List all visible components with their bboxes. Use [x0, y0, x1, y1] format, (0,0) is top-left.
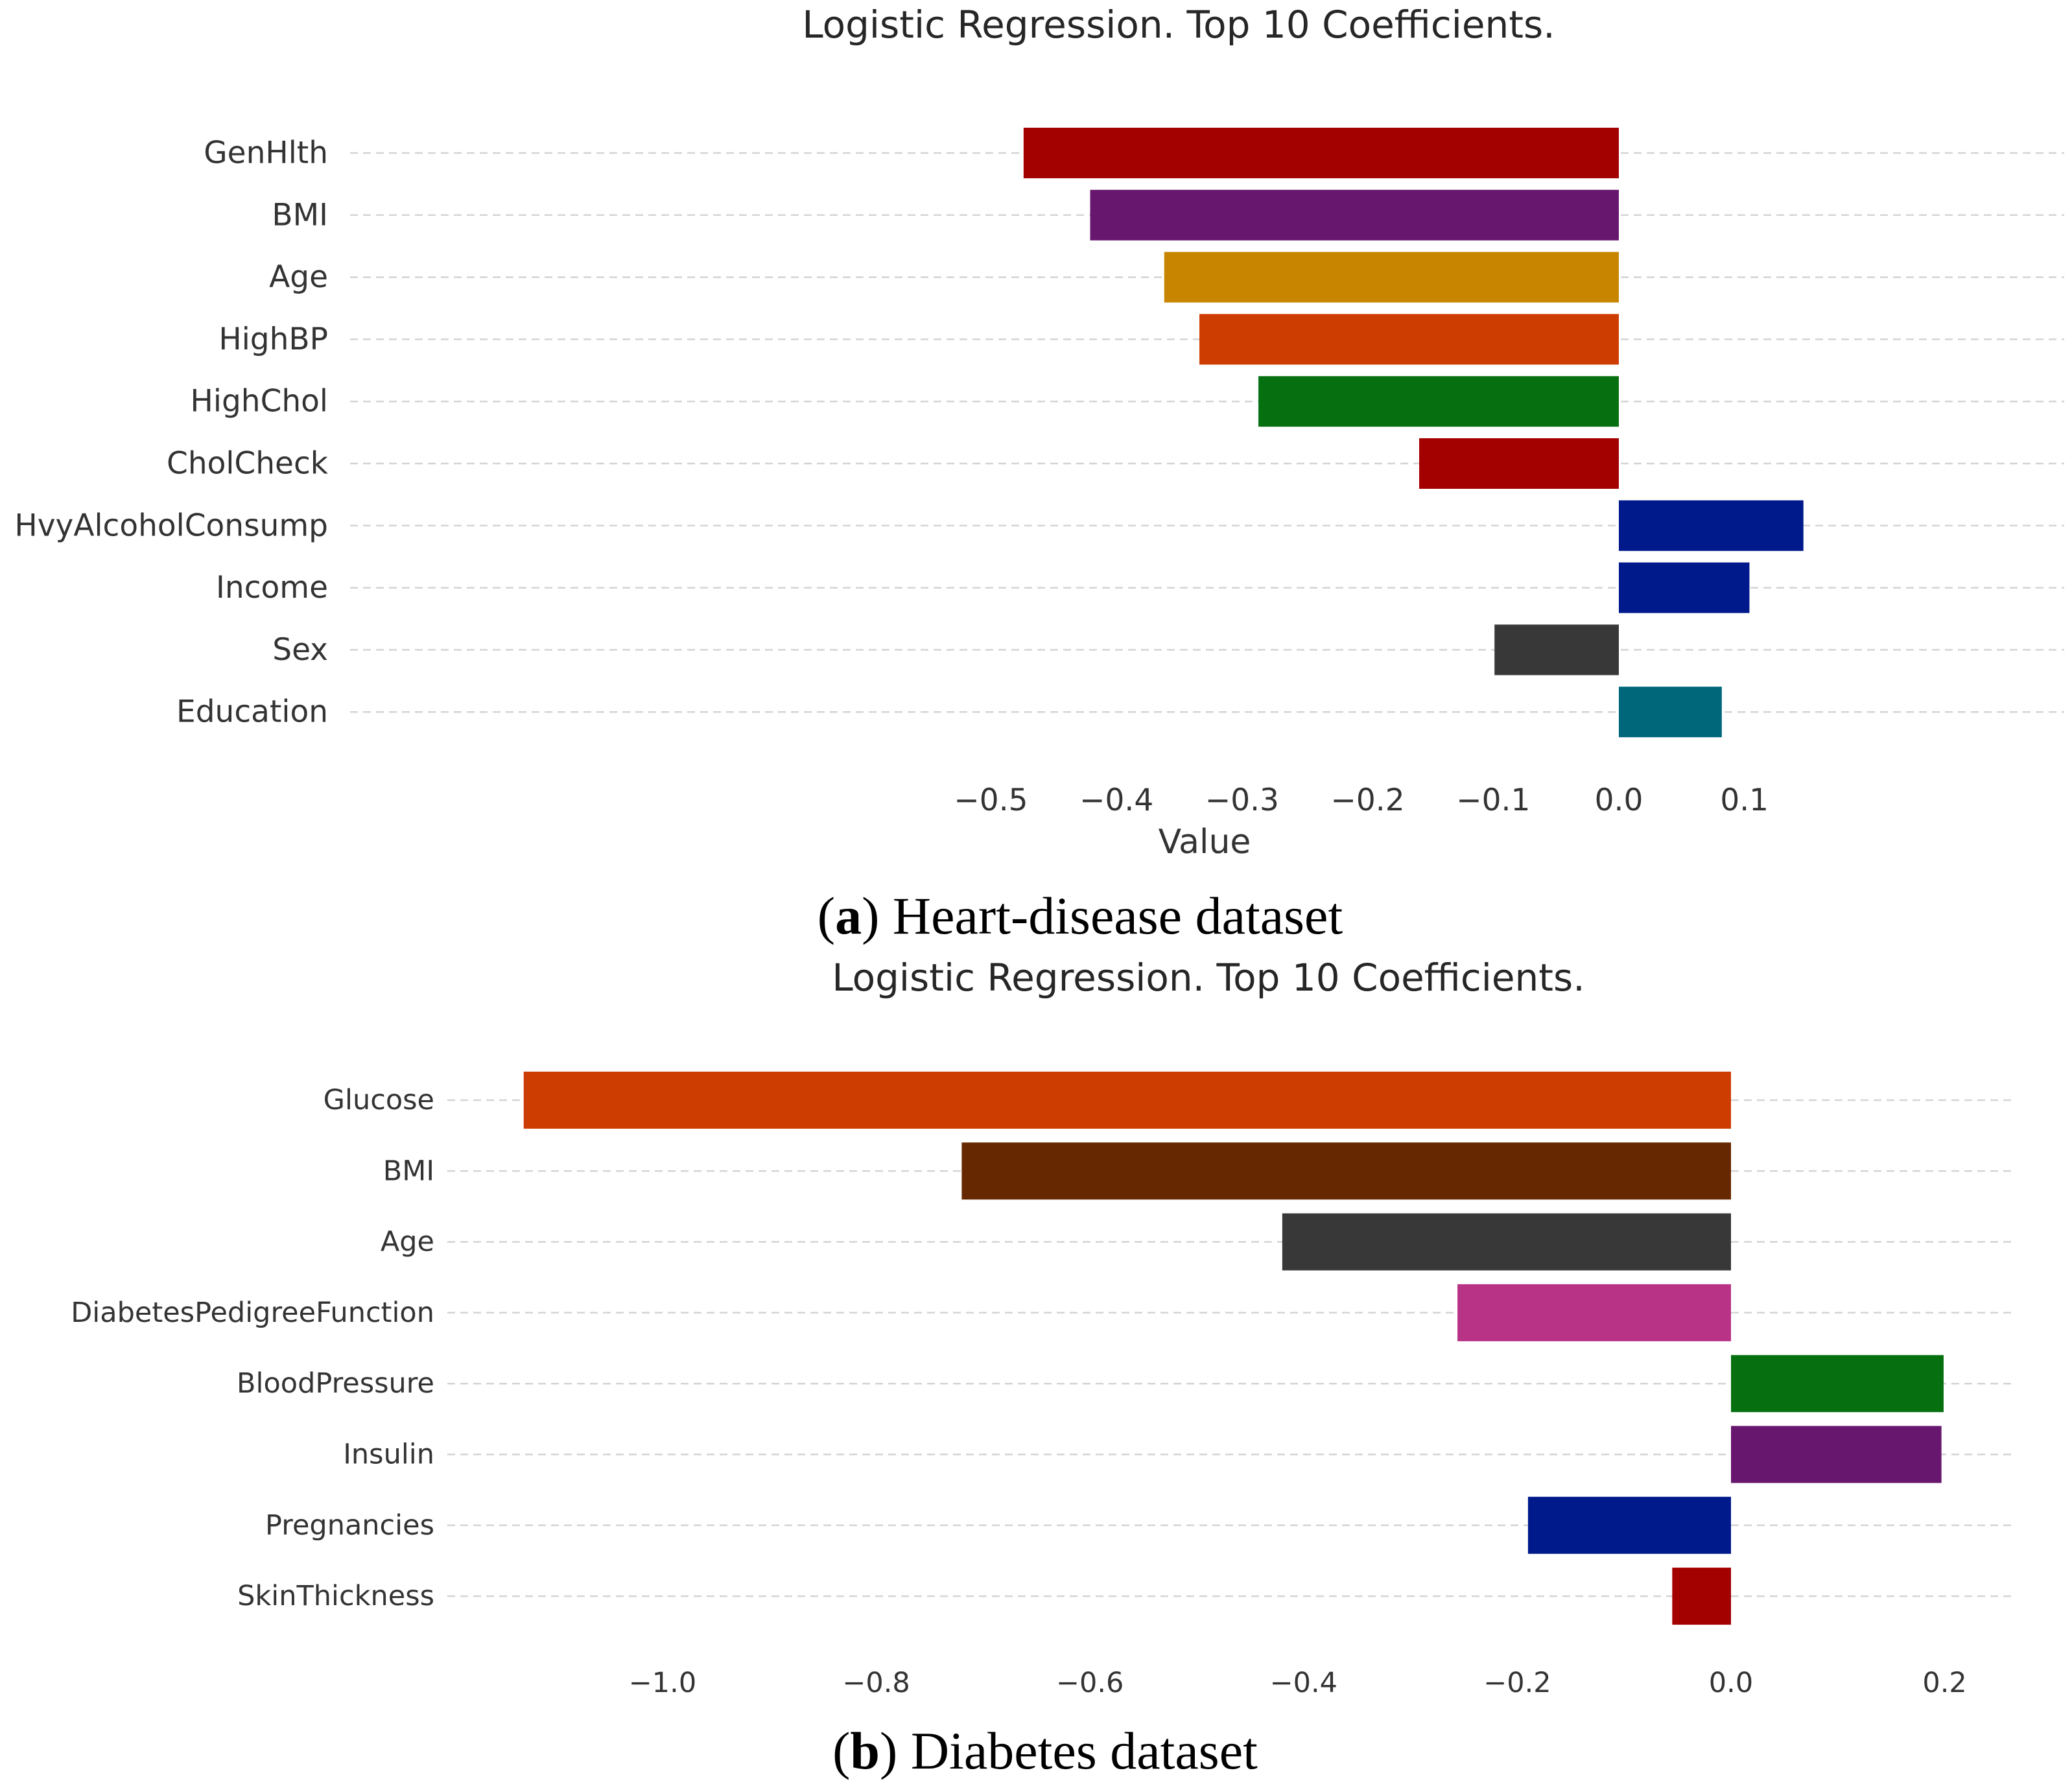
- bar-hvyalcoholconsump: [1619, 500, 1804, 551]
- caption-text: Diabetes dataset: [911, 1721, 1258, 1780]
- bar-skinthickness: [1672, 1568, 1731, 1625]
- bar-bloodpressure: [1731, 1355, 1944, 1413]
- category-label-bloodpressure: BloodPressure: [237, 1367, 434, 1400]
- x-tick-label: −0.3: [1205, 782, 1279, 818]
- x-tick-label: −0.4: [1270, 1667, 1337, 1699]
- x-tick-labels: −1.0 −0.8 −0.6 −0.4 −0.2 0.0 0.2: [629, 1667, 1967, 1699]
- x-tick-label: −0.5: [954, 782, 1028, 818]
- gridlines: [350, 152, 2064, 713]
- bars: [523, 1072, 1944, 1625]
- bar-glucose: [523, 1072, 1731, 1129]
- x-tick-label: 0.2: [1922, 1667, 1966, 1699]
- bar-diabetespedigreefunction: [1457, 1284, 1731, 1341]
- category-label-diabetespedigreefunction: DiabetesPedigreeFunction: [71, 1297, 434, 1329]
- category-label-age: Age: [269, 259, 328, 295]
- category-label-income: Income: [216, 570, 328, 606]
- category-label-bmi: BMI: [272, 197, 328, 233]
- category-label-cholcheck: CholCheck: [167, 446, 329, 482]
- bar-pregnancies: [1527, 1496, 1731, 1554]
- bar-cholcheck: [1419, 438, 1619, 489]
- panel-heart-disease: Logistic Regression. Top 10 Coefficients…: [14, 3, 2064, 945]
- caption: (b) Diabetes dataset: [832, 1721, 1258, 1780]
- category-label-highchol: HighChol: [191, 384, 328, 419]
- bar-highbp: [1199, 314, 1619, 365]
- category-label-genhlth: GenHlth: [204, 135, 328, 171]
- bars: [1023, 128, 1804, 738]
- category-label-pregnancies: Pregnancies: [265, 1509, 434, 1542]
- x-tick-label: −0.4: [1079, 782, 1153, 818]
- x-tick-label: −0.8: [842, 1667, 910, 1699]
- x-tick-label: 0.1: [1720, 782, 1769, 818]
- caption-text: Heart-disease dataset: [893, 886, 1343, 945]
- category-label-insulin: Insulin: [343, 1439, 434, 1471]
- x-tick-label: −1.0: [629, 1667, 696, 1699]
- category-label-education: Education: [176, 694, 328, 730]
- category-label-hvyalcoholconsump: HvyAlcoholConsump: [14, 508, 328, 543]
- bar-bmi: [961, 1142, 1731, 1200]
- caption: (a) Heart-disease dataset: [818, 886, 1343, 945]
- x-tick-labels: −0.5 −0.4 −0.3 −0.2 −0.1 0.0 0.1: [954, 782, 1769, 818]
- category-label-glucose: Glucose: [324, 1084, 434, 1116]
- x-axis-label: Value: [1159, 823, 1251, 862]
- bar-genhlth: [1023, 128, 1619, 178]
- category-label-skinthickness: SkinThickness: [237, 1580, 434, 1612]
- bar-income: [1619, 562, 1750, 613]
- bar-education: [1619, 687, 1722, 738]
- bar-bmi: [1090, 189, 1619, 241]
- x-tick-label: −0.6: [1056, 1667, 1124, 1699]
- caption-letter: b: [850, 1721, 880, 1780]
- bar-insulin: [1731, 1426, 1942, 1483]
- category-label-bmi: BMI: [383, 1155, 434, 1187]
- bar-highchol: [1258, 376, 1619, 427]
- x-tick-label: −0.2: [1331, 782, 1405, 818]
- chart-title: Logistic Regression. Top 10 Coefficients…: [832, 956, 1584, 1000]
- bar-age: [1282, 1213, 1731, 1271]
- bar-sex: [1494, 624, 1619, 676]
- caption-letter: a: [835, 886, 862, 945]
- chart-title: Logistic Regression. Top 10 Coefficients…: [802, 3, 1555, 47]
- bar-age: [1164, 252, 1619, 303]
- x-tick-label: −0.2: [1483, 1667, 1551, 1699]
- x-tick-label: 0.0: [1709, 1667, 1753, 1699]
- panel-diabetes: Logistic Regression. Top 10 Coefficients…: [71, 956, 2012, 1780]
- category-labels: Glucose BMI Age DiabetesPedigreeFunction Blo…: [71, 1084, 434, 1612]
- x-tick-label: −0.1: [1456, 782, 1530, 818]
- category-label-age: Age: [381, 1226, 434, 1258]
- category-label-highbp: HighBP: [218, 322, 328, 357]
- category-label-sex: Sex: [272, 632, 328, 668]
- category-labels: GenHlth BMI Age HighBP HighChol CholCheck HvyA…: [14, 135, 328, 730]
- x-tick-label: 0.0: [1595, 782, 1643, 818]
